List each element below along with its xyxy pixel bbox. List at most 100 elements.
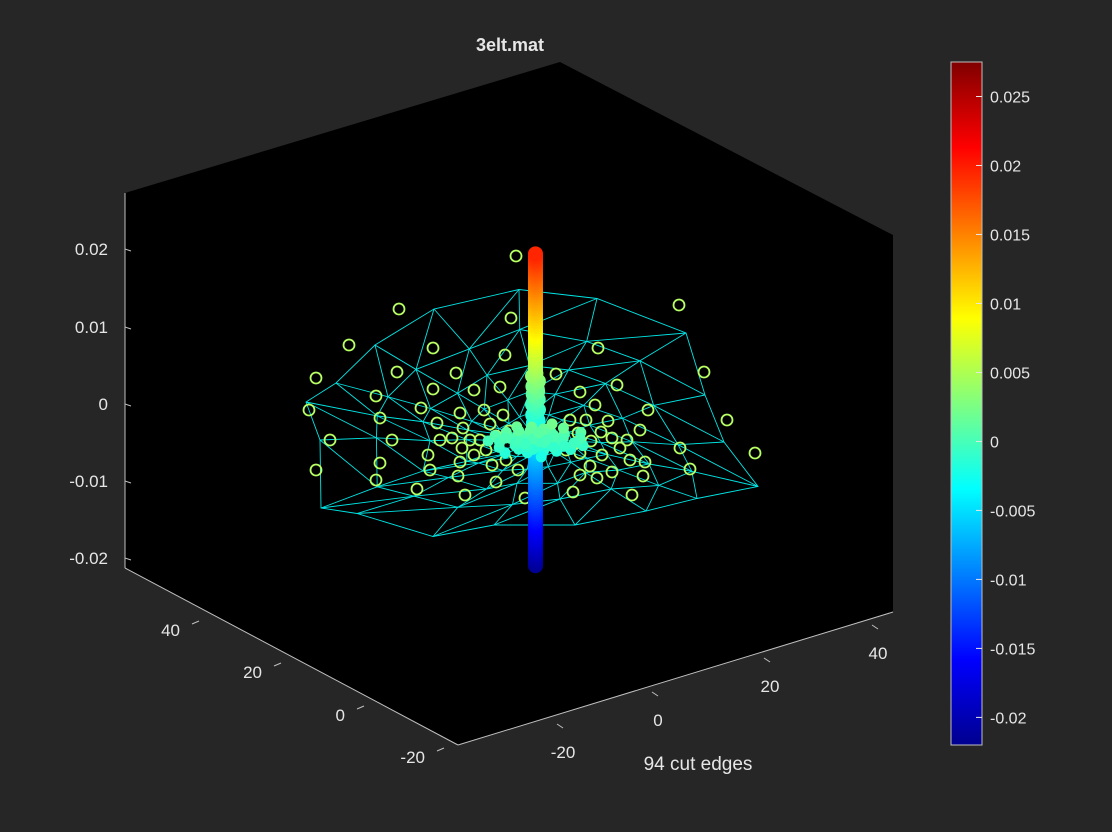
node-marker [610,378,624,392]
z-tick-label: 0.02 [75,240,108,259]
series-point [568,437,580,449]
z-tick-label: 0 [99,395,108,414]
mesh-edge [555,383,606,395]
series-point [533,427,545,439]
node-marker [433,433,447,447]
mesh-edge [468,289,520,350]
series-point [513,425,525,437]
mesh-edge [305,401,377,439]
mesh-edge [606,454,619,471]
mesh-edge [559,498,576,526]
right-axis-tick-label: 40 [869,644,888,663]
node-marker [641,403,655,417]
mesh-edge [356,506,458,514]
node-marker [456,421,470,435]
node-marker [672,298,686,312]
mesh-edge [557,483,561,500]
z-tick-label: -0.01 [69,472,108,491]
node-marker [426,382,440,396]
series-point [558,440,570,452]
node-marker [477,403,491,417]
series-point [548,441,560,453]
node-marker [323,433,337,447]
node-marker [373,411,387,425]
mesh-edge [486,468,528,490]
series-point [499,432,511,444]
node-marker [566,485,580,499]
mesh-edge [387,396,431,409]
node-marker [591,341,605,355]
mesh-edge [305,401,378,417]
right-axis-ticks: -20 0 20 40 [551,624,888,762]
mesh-edge [639,332,687,362]
z-tick-mark [124,326,132,330]
mesh-edge [430,408,468,431]
node-marker [449,366,463,380]
node-marker [625,488,639,502]
chart-title: 3elt.mat [476,35,544,55]
mesh-edge [374,344,417,370]
mesh-edge [639,360,706,396]
mesh-edge [645,485,660,512]
mesh-edge [432,507,459,537]
colorbar-tick-label: -0.01 [990,572,1027,589]
mesh-edge [422,421,467,440]
mesh-edge [486,329,521,376]
node-marker [390,365,404,379]
node-marker [485,458,499,472]
mesh-edge [648,463,660,486]
node-marker [601,414,615,428]
mesh-edge [448,462,479,478]
mesh-edge [422,460,468,472]
node-marker [451,469,465,483]
mesh-edge [585,472,612,490]
node-marker [579,413,593,427]
z-tick-mark [124,480,132,484]
mesh-edge [518,289,521,330]
z-tick-mark [124,557,132,561]
node-marker [573,468,587,482]
node-marker [633,423,647,437]
mesh-edge [653,405,725,443]
mesh-edge [356,495,415,514]
mesh-edge [547,466,558,484]
mesh-edge [622,417,679,446]
mesh-edge [574,488,612,526]
mesh-edge [583,383,606,406]
node-marker [421,448,435,462]
right-axis-tick-mark [871,624,879,630]
mesh-edge [605,383,654,406]
colorbar-tick-label: 0.02 [990,158,1021,175]
axis-lines [124,193,894,746]
mesh-edge [507,365,530,401]
mesh-edge [457,482,518,508]
node-marker [430,416,444,430]
node-marker [302,403,316,417]
mesh-edge [586,332,687,342]
mesh-edge [507,399,520,418]
node-marker [455,441,469,455]
node-marker [511,463,525,477]
node-marker [463,433,477,447]
node-marker [369,389,383,403]
mesh-edge [622,405,654,419]
colorbar [950,61,983,746]
mesh-edge [387,396,424,423]
node-marker [410,482,424,496]
mesh-edge [691,470,759,487]
colorbar-ticks: 0.025 0.02 0.015 0.01 0.005 0 -0.005 -0.01 -0.01… [976,89,1035,727]
node-marker [673,441,687,455]
mesh-edge [568,360,641,371]
z-tick-label: 0.01 [75,318,108,337]
node-markers [302,249,762,505]
mesh-edge [493,498,561,526]
node-marker [683,462,697,476]
mesh-edge [554,369,569,395]
mesh-edge [516,468,528,484]
mesh-edge [422,462,479,472]
node-marker [720,413,734,427]
mesh-edge [448,469,503,478]
series-point [542,434,554,446]
mesh-edge [562,419,590,426]
